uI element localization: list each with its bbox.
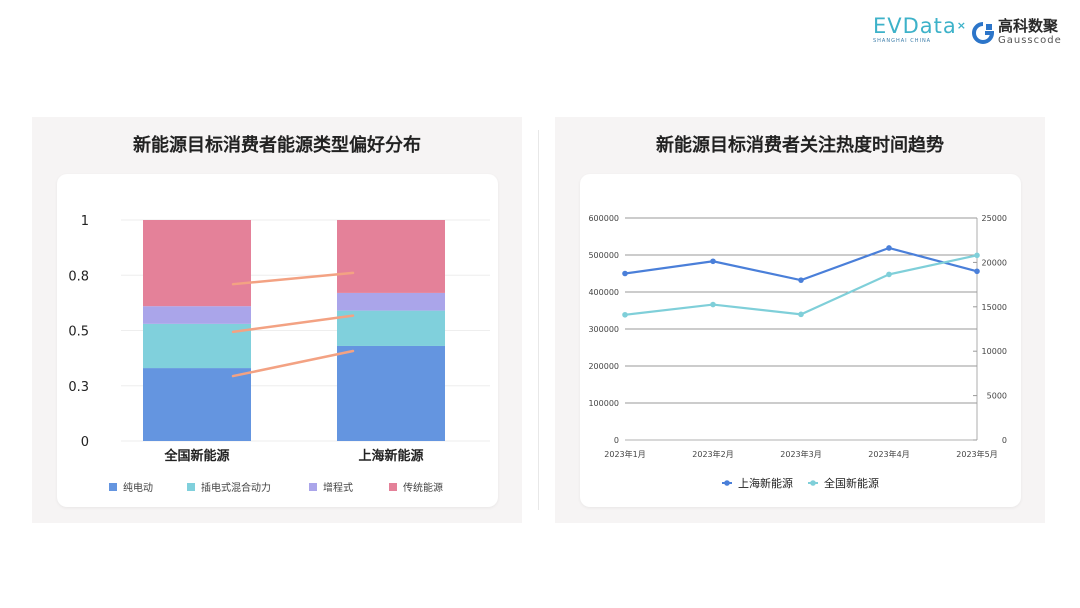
panel-attention-trend: 新能源目标消费者关注热度时间趋势 0 100000 200000 300000 4000…: [555, 117, 1045, 523]
chart-title: 新能源目标消费者关注热度时间趋势: [656, 135, 944, 156]
panel-energy-preference: 新能源目标消费者能源类型偏好分布 0 0.3 0.5 0.8 1 全国新能源 上海新能源纯电…: [32, 117, 522, 523]
y-left-tick-label: 0: [614, 436, 619, 445]
bar-segment: [337, 292, 445, 311]
y-tick-label: 1: [81, 214, 89, 229]
y-tick-label: 0.8: [68, 269, 89, 284]
legend-label: 上海新能源: [738, 476, 793, 490]
line-chart: 0 100000 200000 300000 400000 500000 600000 0 50…: [588, 214, 1007, 490]
legend-label: 增程式: [323, 481, 353, 494]
x-category-label: 全国新能源: [163, 448, 229, 464]
bar-segment: [143, 220, 251, 307]
y-left-tick-label: 400000: [588, 288, 619, 297]
y-right-tick-label: 15000: [982, 303, 1007, 312]
gausscode-text: 高科数聚 Gausscode: [998, 18, 1062, 47]
evdata-logo-text: EVData: [873, 14, 957, 38]
legend-swatch: [109, 483, 117, 491]
evdata-logo-main: EVData×: [873, 14, 966, 38]
data-point: [622, 311, 628, 318]
data-point: [886, 245, 892, 251]
legend-label: 插电式混合动力: [201, 481, 271, 494]
legend-swatch: [309, 483, 317, 491]
data-point: [798, 311, 804, 318]
y-left-tick-label: 500000: [588, 251, 619, 260]
gausscode-logo: 高科数聚 Gausscode: [972, 18, 1062, 47]
data-point: [974, 252, 980, 259]
y-right-tick-label: 20000: [982, 258, 1007, 267]
connector-line: [231, 314, 355, 334]
chart-card: 0 100000 200000 300000 400000 500000 600000 0 50…: [580, 174, 1021, 507]
bar-segment: [337, 220, 445, 293]
y-right-tick-label: 10000: [982, 347, 1007, 356]
legend-label: 传统能源: [403, 481, 443, 494]
bar-segment: [143, 306, 251, 324]
evdata-x-mark: ×: [956, 19, 966, 32]
evdata-logo: EVData× SHANGHAI CHINA: [873, 14, 966, 45]
x-tick-label: 2023年3月: [780, 449, 821, 459]
y-right-tick-label: 5000: [987, 392, 1007, 401]
bar-segment: [337, 310, 445, 346]
bar-segment: [337, 345, 445, 441]
legend-marker: [810, 480, 816, 486]
x-category-label: 上海新能源: [358, 448, 423, 464]
data-point: [710, 301, 716, 308]
y-left-tick-label: 300000: [588, 325, 619, 334]
x-tick-label: 2023年2月: [692, 449, 733, 459]
gausscode-en: Gausscode: [998, 35, 1062, 46]
divider: [538, 130, 539, 510]
y-left-tick-label: 600000: [588, 214, 619, 223]
x-tick-label: 2023年4月: [868, 449, 909, 459]
series-line: [624, 254, 978, 316]
evdata-sub: SHANGHAI CHINA: [873, 38, 932, 44]
gausscode-mark-icon: [972, 21, 994, 44]
series-line: [624, 246, 978, 282]
y-tick-label: 0.3: [68, 380, 89, 395]
data-point: [622, 270, 628, 277]
chart-card: 0 0.3 0.5 0.8 1 全国新能源 上海新能源纯电动 插电式混合动力 增程式 传统能源: [57, 174, 498, 507]
y-right-tick-label: 0: [1002, 436, 1007, 445]
y-tick-label: 0.5: [68, 325, 89, 340]
y-left-tick-label: 100000: [588, 399, 619, 408]
legend-label: 全国新能源: [824, 476, 879, 490]
legend-label: 纯电动: [123, 481, 153, 494]
data-point: [886, 271, 892, 278]
y-tick-label: 0: [81, 435, 89, 450]
legend-swatch: [187, 483, 195, 491]
y-left-tick-label: 200000: [588, 362, 619, 371]
connector-line: [231, 271, 355, 286]
y-right-tick-label: 25000: [982, 214, 1007, 223]
chart-title: 新能源目标消费者能源类型偏好分布: [133, 135, 421, 156]
data-point: [798, 277, 804, 283]
gausscode-cn: 高科数聚: [998, 17, 1059, 35]
connector-line: [231, 349, 355, 378]
x-tick-label: 2023年1月: [604, 449, 645, 459]
bar-segment: [143, 368, 251, 441]
legend-marker: [724, 480, 730, 486]
x-tick-label: 2023年5月: [956, 449, 997, 459]
data-point: [710, 258, 716, 265]
data-point: [974, 268, 980, 275]
legend-swatch: [389, 483, 397, 491]
